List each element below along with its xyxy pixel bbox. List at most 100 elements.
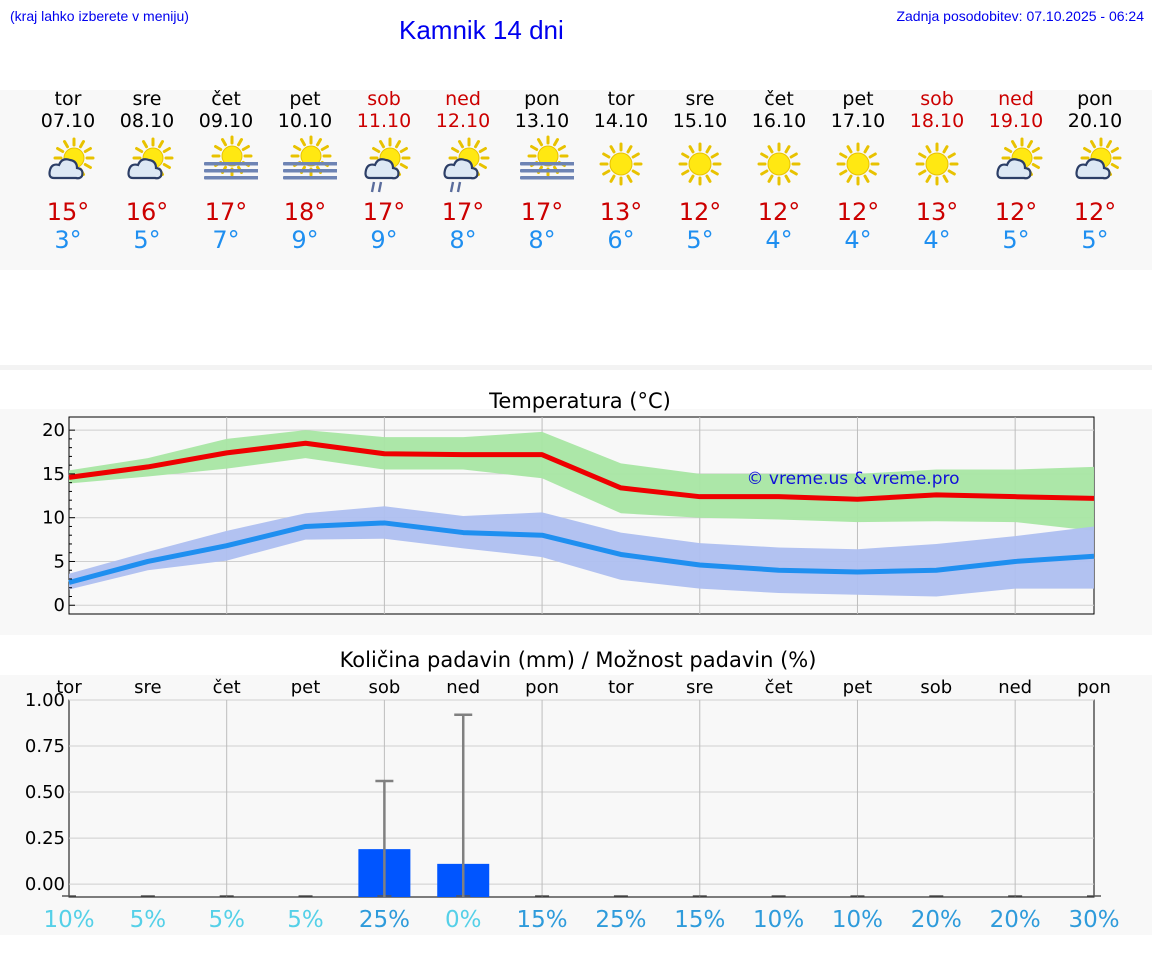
sun-shape	[836, 142, 880, 186]
cloud-shape	[127, 158, 163, 180]
precip-probability: 15%	[674, 907, 725, 933]
temp-min: 5°	[1081, 226, 1109, 254]
day-name: pon	[1077, 88, 1113, 110]
precip-day-label: pon	[525, 677, 559, 698]
watermark: © vreme.us & vreme.pro	[746, 469, 959, 489]
day-column: čet 09.10 17° 7°	[186, 88, 266, 254]
precip-ytick-label: 0.25	[25, 828, 65, 849]
day-name: čet	[764, 88, 794, 110]
precip-day-label: sob	[368, 677, 400, 698]
day-date: 14.10	[593, 110, 649, 132]
day-name: tor	[54, 88, 82, 110]
temp-min: 9°	[370, 226, 398, 254]
weather-icon	[265, 132, 345, 198]
temp-min: 4°	[765, 226, 793, 254]
cloud-shape	[48, 158, 84, 180]
temp-max: 12°	[994, 198, 1038, 226]
day-date: 15.10	[672, 110, 728, 132]
precip-probability: 30%	[1068, 907, 1119, 933]
temp-max: 12°	[836, 198, 880, 226]
sun-shape	[599, 142, 643, 186]
temp-min: 3°	[54, 226, 82, 254]
temp-ytick-label: 0	[54, 595, 65, 616]
day-column: sob 11.10 17° 9°	[344, 88, 424, 254]
day-column: sre 08.10 16° 5°	[107, 88, 187, 254]
day-column: pon 20.10 12° 5°	[1055, 88, 1135, 254]
day-column: čet 16.10 12° 4°	[739, 88, 819, 254]
fog-lines	[204, 162, 258, 180]
precip-day-label: pet	[291, 677, 321, 698]
sun-shape	[678, 142, 722, 186]
temp-max: 15°	[46, 198, 90, 226]
day-date: 11.10	[356, 110, 412, 132]
weather-icon	[107, 132, 187, 198]
cloud-sun-icon	[1075, 137, 1122, 180]
precip-ytick-label: 0.00	[25, 874, 65, 895]
precip-plot-area	[68, 699, 1095, 898]
temp-min: 6°	[607, 226, 635, 254]
weather-icon	[739, 132, 819, 198]
precip-day-label: tor	[608, 677, 634, 698]
precip-day-label: čet	[213, 677, 241, 698]
precip-probability: 10%	[832, 907, 883, 933]
fog-lines	[283, 162, 337, 180]
day-name: pet	[289, 88, 321, 110]
cloud-sun-icon	[996, 137, 1043, 180]
day-date: 16.10	[751, 110, 807, 132]
precip-probability: 5%	[208, 907, 245, 933]
precip-probability: 5%	[287, 907, 324, 933]
precip-probability: 0%	[445, 907, 482, 933]
precip-day-label: pet	[843, 677, 873, 698]
precip-probability: 20%	[911, 907, 962, 933]
temp-max: 12°	[678, 198, 722, 226]
day-name: tor	[607, 88, 635, 110]
temp-max: 18°	[283, 198, 327, 226]
day-name: pet	[842, 88, 874, 110]
precip-day-label: čet	[765, 677, 793, 698]
cloud-sun-icon	[48, 137, 95, 180]
cloud-shape	[996, 158, 1032, 180]
location-menu-hint[interactable]: (kraj lahko izberete v meniju)	[10, 8, 189, 24]
temp-max: 17°	[362, 198, 406, 226]
temp-min: 8°	[449, 226, 477, 254]
sun-shape	[915, 142, 959, 186]
fog-lines	[520, 162, 574, 180]
precip-ytick-label: 1.00	[25, 690, 65, 711]
day-date: 12.10	[435, 110, 491, 132]
precip-day-label: sob	[920, 677, 952, 698]
temp-max: 17°	[520, 198, 564, 226]
weather-icon	[897, 132, 977, 198]
weather-icon	[818, 132, 898, 198]
max-temp-line	[68, 440, 1095, 502]
day-column: pet 17.10 12° 4°	[818, 88, 898, 254]
day-column: ned 19.10 12° 5°	[976, 88, 1056, 254]
day-name: sob	[367, 88, 401, 110]
precip-day-label: tor	[56, 677, 82, 698]
temp-ytick-label: 15	[42, 464, 65, 485]
temp-max: 16°	[125, 198, 169, 226]
day-date: 09.10	[198, 110, 254, 132]
rain-drops	[370, 181, 383, 193]
day-column: sre 15.10 12° 5°	[660, 88, 740, 254]
precip-ytick-label: 0.50	[25, 782, 65, 803]
temp-min: 5°	[133, 226, 161, 254]
temp-min: 7°	[212, 226, 240, 254]
day-date: 07.10	[40, 110, 96, 132]
day-name: sre	[685, 88, 715, 110]
weather-icon	[660, 132, 740, 198]
divider	[0, 365, 1152, 370]
day-name: pon	[524, 88, 560, 110]
temp-ytick-label: 5	[54, 551, 65, 572]
precip-day-label: pon	[1077, 677, 1111, 698]
rain-drops	[449, 181, 462, 193]
day-name: sob	[920, 88, 954, 110]
precip-probability: 10%	[43, 907, 94, 933]
cloud-shape	[364, 158, 400, 180]
day-name: sre	[132, 88, 162, 110]
cloud-shape	[1075, 158, 1111, 180]
precip-day-label: ned	[446, 677, 480, 698]
temp-max: 17°	[441, 198, 485, 226]
max-temp-range-band	[69, 430, 1094, 531]
day-column: ned 12.10 17° 8°	[423, 88, 503, 254]
precip-probability: 10%	[753, 907, 804, 933]
